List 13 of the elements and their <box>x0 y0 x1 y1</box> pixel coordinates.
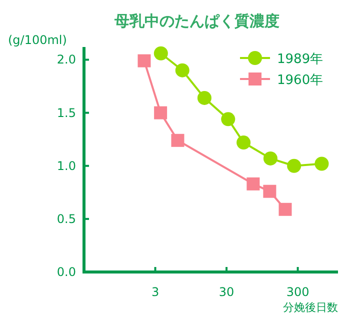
y-tick-label: 1.0 <box>56 158 76 173</box>
legend-label: 1989年 <box>277 52 324 67</box>
y-tick-label: 1.5 <box>56 106 76 120</box>
y-tick-label: 0.5 <box>56 212 76 226</box>
title: 母乳中のたんぱく質濃度 <box>114 12 280 30</box>
legend-label: 1960年 <box>277 73 324 88</box>
y-tick-label: 0.0 <box>56 265 76 279</box>
xlabel: 分娩後日数 <box>283 301 338 314</box>
ylabel: (g/100ml) <box>8 33 67 47</box>
x-tick-label: 30 <box>218 285 234 299</box>
x-tick-label: 300 <box>286 285 310 299</box>
y-tick-label: 2.0 <box>56 52 76 67</box>
x-tick-label: 3 <box>151 285 160 299</box>
